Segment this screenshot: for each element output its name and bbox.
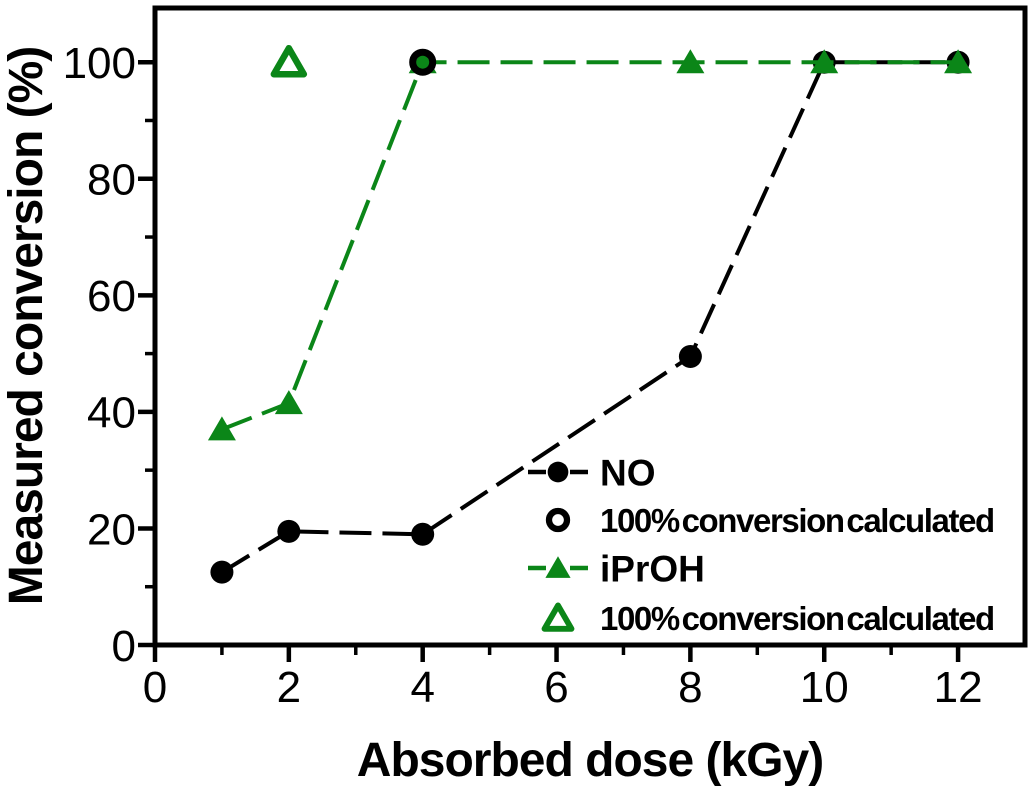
x-tick-label: 6 (544, 663, 568, 712)
series-iproh-marker (274, 390, 303, 415)
legend-circle-open-icon (545, 507, 571, 533)
plot-border (152, 5, 1028, 648)
legend-circle-filled-icon (547, 461, 569, 483)
series-iproh-marker (810, 49, 839, 74)
y-tick-label: 100 (63, 39, 136, 88)
y-axis-title: Measured conversion (%) (0, 47, 53, 605)
y-tick-label: 80 (87, 156, 136, 205)
legend-row: 100% conversion calculated (545, 502, 995, 539)
legend-row: 100% conversion calculated (541, 600, 995, 637)
x-tick-label: 8 (678, 663, 702, 712)
series-no-100-conversion-calculated-marker (409, 48, 437, 76)
y-tick-label: 60 (87, 272, 136, 321)
x-tick-label: 10 (800, 663, 849, 712)
legend-triangle-filled-icon (545, 556, 571, 578)
legend-row: NO (528, 452, 656, 493)
x-tick-label: 12 (934, 663, 983, 712)
y-tick-label: 20 (87, 505, 136, 554)
series-no-marker (277, 519, 301, 543)
y-tick-label: 40 (87, 389, 136, 438)
x-tick-label: 2 (277, 663, 301, 712)
legend-label: 100% conversion calculated (600, 600, 994, 637)
series-iproh-marker (207, 416, 236, 441)
legend-label: NO (600, 452, 656, 493)
legend-label: iPrOH (600, 548, 705, 589)
legend-label: 100% conversion calculated (600, 502, 994, 539)
series-iproh-marker (676, 49, 705, 74)
series-no-line (220, 60, 959, 574)
series-layer (207, 44, 973, 584)
x-tick-label: 4 (410, 663, 434, 712)
legend-triangle-open-icon (541, 602, 575, 632)
series-no-marker (678, 345, 702, 369)
legend-row: iPrOH (528, 548, 705, 589)
series-iproh-line (221, 60, 959, 432)
series-no-marker (210, 560, 234, 584)
legend: NO 100% conversion calculated iPrOH 100% co… (528, 452, 995, 637)
y-tick-label: 0 (112, 622, 136, 671)
series-iproh-100-conversion-calculated-marker (270, 44, 308, 78)
x-tick-label: 0 (143, 663, 167, 712)
axes-layer: 0 2 4 6 8 10 12 0 20 40 60 80 100 (63, 5, 1028, 712)
x-axis-title: Absorbed dose (kGy) (357, 734, 823, 787)
series-iproh-marker (944, 49, 973, 74)
series-no-marker (411, 522, 435, 546)
